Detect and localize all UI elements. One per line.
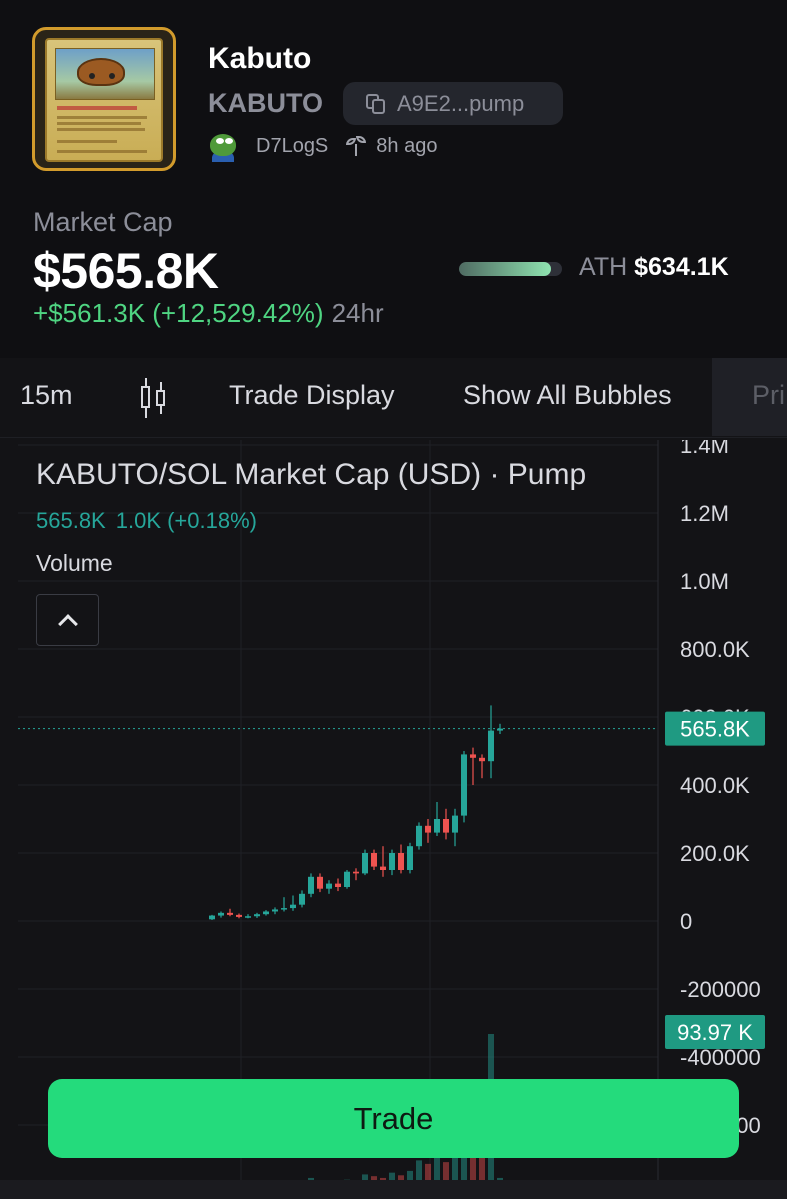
copy-icon [365,93,387,115]
ath-progress-fill [459,262,551,276]
show-all-bubbles-button[interactable]: Show All Bubbles [463,380,672,410]
trade-button[interactable]: Trade [48,1079,739,1158]
ath-progress-bar [459,262,562,276]
candle-body [281,908,287,910]
volume-bar [416,1160,422,1199]
card-text-line [57,116,147,119]
change-period: 24hr [331,298,384,328]
token-header: Kabuto KABUTO A9E2...pump D7LogS 8h ago … [0,0,787,358]
token-age: 8h ago [376,134,438,157]
toolbar-cut-label: Pri [752,380,785,410]
creator-avatar[interactable] [208,130,238,162]
candle-body [236,914,242,917]
chart-last-value: 565.8K [36,508,106,533]
y-tick-label: 0 [680,909,692,934]
card-eye-right [109,73,115,79]
candle-body [443,819,449,833]
last-price-label: 565.8K [680,717,750,742]
collapse-legend-button[interactable] [36,594,99,646]
creator-name[interactable]: D7LogS [256,134,329,157]
y-tick-label: 1.4M [680,440,729,458]
chart-toolbar: 15m Trade Display Show All Bubbles Pri [0,358,787,438]
candle-body [263,911,269,915]
creator-row: D7LogS 8h ago [208,128,437,164]
volume-label: Volume [36,550,113,576]
ath-value: $634.1K [634,253,729,281]
candle-body [434,819,440,833]
candle-body [218,912,224,916]
card-attack-line [57,106,137,110]
y-tick-label: 800.0K [680,637,750,662]
bottom-nav-strip [0,1180,787,1199]
candle-body [326,883,332,889]
interval-button[interactable]: 15m [20,380,73,410]
candlestick-icon[interactable] [139,378,169,418]
candle-body [416,825,422,847]
ath-display: ATH $634.1K [579,253,729,282]
chevron-up-icon [57,614,78,634]
candle-body [209,915,215,920]
kabuto-shell-graphic [77,58,125,86]
candle-body [290,904,296,909]
candle-body [371,853,377,867]
sprout-icon [346,136,367,156]
candle-body [389,853,395,870]
change-amount: +$561.3K (+12,529.42%) [33,298,324,328]
candle-body [227,912,233,915]
volume-bar [479,1118,485,1199]
market-cap-value: $565.8K [33,243,219,299]
token-ticker: KABUTO [208,88,324,118]
y-tick-label: -200000 [680,977,761,1002]
contract-address: A9E2...pump [397,90,525,116]
candle-body [362,853,368,874]
price-chart[interactable]: 1.4M1.2M1.0M800.0K600.0K400.0K200.0K0-20… [0,440,787,1199]
candle-body [488,730,494,762]
candle-body [497,728,503,731]
volume-badge [665,1015,765,1049]
token-name: Kabuto [208,42,312,75]
volume-bar [452,1146,458,1199]
chart-change: 1.0K (+0.18%) [115,508,257,533]
y-tick-label: 400.0K [680,773,750,798]
card-text-line [57,140,117,143]
card-text-line [57,128,145,131]
y-tick-label: 200.0K [680,841,750,866]
candle-body [254,914,260,917]
volume-badge-label: 93.97 K [677,1020,753,1045]
pokemon-card-image [45,38,163,162]
card-eye-left [89,73,95,79]
card-text-line [57,122,141,125]
volume-bar [434,1153,440,1199]
candle-body [272,909,278,912]
candle-body [407,846,413,870]
chart-ohlc-summary: 565.8K 1.0K (+0.18%) [36,508,257,534]
candle-body [299,893,305,905]
candle-body [452,815,458,833]
candle-body [461,754,467,816]
last-price-badge [665,711,765,746]
copy-address-button[interactable]: A9E2...pump [343,82,563,125]
candle-body [380,866,386,870]
candle-body [479,757,485,762]
candle-body [335,883,341,887]
y-tick-label: 1.2M [680,501,729,526]
ath-label: ATH [579,253,628,281]
toolbar-overflow-item[interactable]: Pri [712,358,787,436]
candle-body [398,853,404,870]
candle-body [353,871,359,874]
card-text-line [57,150,147,153]
market-cap-label: Market Cap [33,207,173,237]
trade-display-button[interactable]: Trade Display [229,380,395,410]
candle-body [344,871,350,887]
market-cap-change: +$561.3K (+12,529.42%) 24hr [33,298,384,329]
candle-body [470,754,476,758]
candle-body [317,876,323,889]
token-image[interactable] [32,27,176,171]
chart-title: KABUTO/SOL Market Cap (USD) · Pump [36,458,587,491]
candle-body [245,916,251,918]
candle-body [308,876,314,894]
y-tick-label: -400000 [680,1045,761,1070]
candle-body [425,825,431,833]
y-tick-label: 1.0M [680,569,729,594]
